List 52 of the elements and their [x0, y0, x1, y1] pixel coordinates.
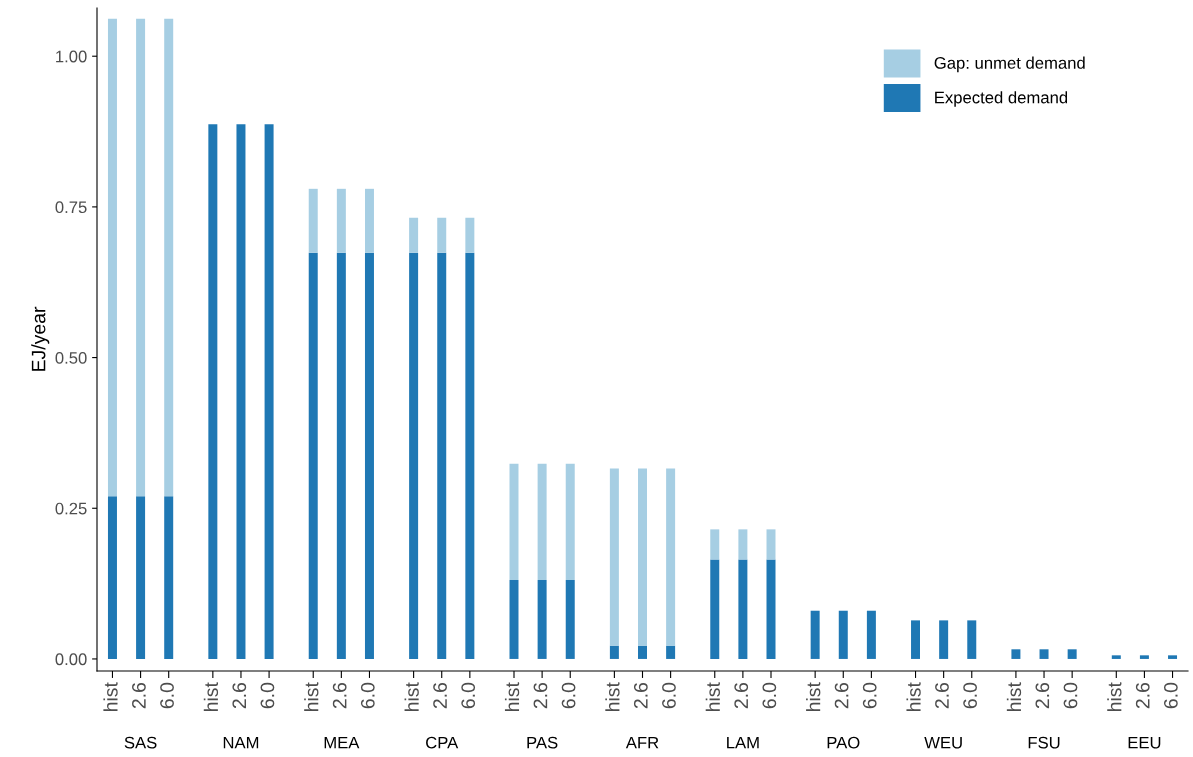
- x-tick-label: 2.6: [132, 682, 146, 709]
- x-tick-label: hist: [705, 682, 720, 712]
- text: PAO: [827, 736, 860, 749]
- x-tick-label: 6.0: [360, 682, 375, 709]
- x-tick-label: 2.6: [935, 682, 949, 709]
- y-tick-label: 0.50: [55, 351, 87, 364]
- x-tick-label: 2.6: [734, 682, 749, 709]
- x-tick-label: 2.6: [834, 682, 849, 709]
- x-tick-label: 6.0: [662, 682, 676, 709]
- x-tick-label: hist: [605, 682, 620, 712]
- x-tick-label: 6.0: [461, 682, 476, 709]
- x-tick-label: hist: [404, 682, 419, 712]
- x-tick-label: hist: [504, 682, 520, 712]
- x-tick-label: 2.6: [1035, 682, 1050, 709]
- x-tick-label: hist: [103, 682, 118, 712]
- y-tick-label: 1.00: [56, 50, 87, 63]
- y-tick-label: 0.00: [55, 653, 87, 666]
- text: LAM: [727, 736, 759, 749]
- x-tick-label: hist: [1107, 682, 1122, 712]
- x-tick-label: 2.6: [332, 682, 347, 709]
- text: NAM: [223, 736, 259, 749]
- legend-label: Expected demand: [935, 91, 1068, 107]
- text: WEU: [924, 736, 962, 749]
- x-tick-label: hist: [1006, 682, 1022, 712]
- x-tick-label: 2.6: [433, 682, 447, 709]
- x-tick-label: 6.0: [561, 682, 576, 709]
- x-tick-label: 6.0: [963, 682, 977, 709]
- x-tick-label: hist: [203, 682, 219, 712]
- x-tick-label: 6.0: [160, 682, 174, 709]
- x-tick-label: hist: [906, 682, 921, 712]
- x-tick-label: 2.6: [1135, 682, 1150, 709]
- text: EEU: [1128, 736, 1161, 749]
- x-tick-label: 6.0: [862, 682, 877, 709]
- text: CPA: [426, 736, 459, 749]
- x-tick-label: 2.6: [232, 682, 247, 709]
- text: MEA: [324, 736, 360, 749]
- legend-label: Gap: unmet demand: [934, 56, 1085, 73]
- x-tick-label: 2.6: [533, 682, 548, 709]
- y-tick-label: 0.25: [55, 502, 87, 515]
- x-tick-label: hist: [806, 682, 821, 712]
- y-tick-label: 0.75: [55, 201, 87, 214]
- x-tick-label: 2.6: [633, 682, 648, 709]
- text: FSU: [1028, 736, 1060, 749]
- text: AFR: [625, 736, 659, 749]
- x-tick-label: hist: [304, 682, 319, 712]
- x-tick-label: 6.0: [260, 682, 275, 709]
- text: PAS: [527, 736, 558, 749]
- x-tick-label: 6.0: [762, 682, 777, 709]
- x-tick-label: 6.0: [1163, 682, 1178, 709]
- y-axis-title: EJ/year: [31, 306, 50, 371]
- x-tick-label: 6.0: [1063, 682, 1078, 709]
- text: SAS: [124, 736, 157, 749]
